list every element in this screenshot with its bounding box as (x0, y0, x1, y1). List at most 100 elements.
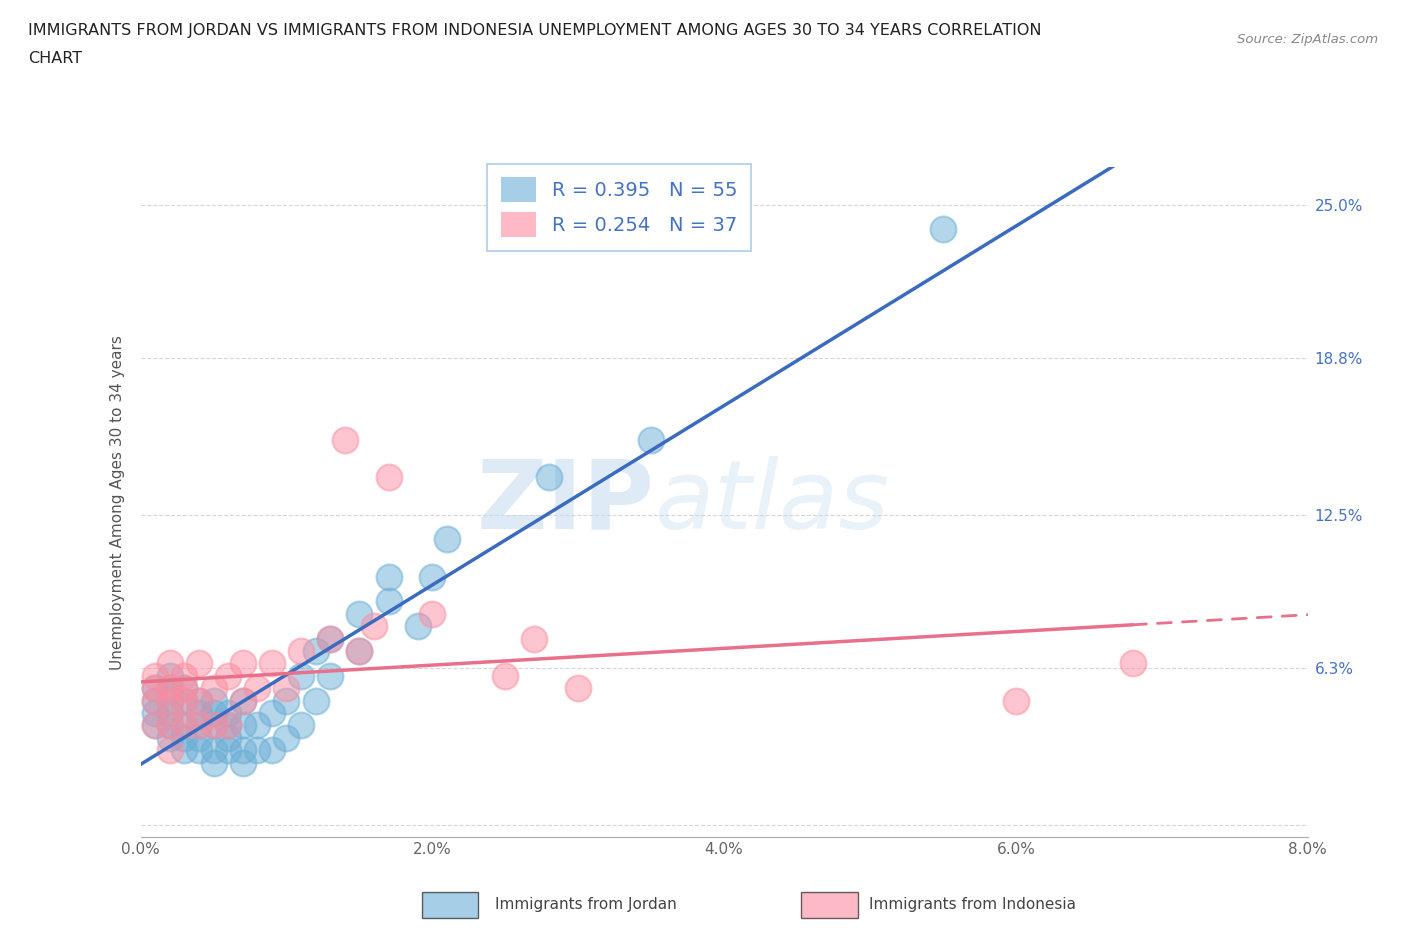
Point (494, 669, 516, 684)
Point (377, 569, 399, 584)
Point (305, 693, 328, 708)
Point (159, 718, 181, 733)
Point (173, 681, 195, 696)
Point (349, 644, 371, 658)
Point (377, 470, 399, 485)
Point (188, 656, 211, 671)
Point (173, 681, 195, 696)
Point (188, 743, 211, 758)
Point (422, 606, 444, 621)
Point (538, 470, 561, 485)
Point (173, 669, 195, 684)
Point (232, 656, 254, 671)
Point (422, 569, 444, 584)
Point (143, 693, 166, 708)
Text: ZIP: ZIP (477, 456, 654, 549)
Point (349, 644, 371, 658)
Point (173, 718, 195, 733)
Point (173, 693, 195, 708)
Point (363, 618, 385, 633)
Point (246, 743, 269, 758)
Point (232, 718, 254, 733)
Point (173, 730, 195, 745)
Point (276, 730, 298, 745)
Point (567, 681, 589, 696)
Point (319, 669, 342, 684)
Point (188, 693, 211, 708)
Point (319, 631, 342, 646)
Point (173, 743, 195, 758)
Point (305, 644, 328, 658)
Point (932, 222, 955, 237)
Point (188, 693, 211, 708)
Point (217, 718, 239, 733)
Point (143, 706, 166, 721)
Point (276, 681, 298, 696)
Point (143, 681, 166, 696)
Point (188, 718, 211, 733)
Text: Immigrants from Jordan: Immigrants from Jordan (495, 897, 676, 912)
Point (290, 669, 312, 684)
Point (202, 718, 225, 733)
Y-axis label: Unemployment Among Ages 30 to 34 years: Unemployment Among Ages 30 to 34 years (110, 335, 125, 670)
Point (436, 532, 458, 547)
Point (143, 669, 166, 684)
Point (143, 718, 166, 733)
Point (202, 693, 225, 708)
Text: atlas: atlas (654, 456, 889, 549)
Point (1122, 656, 1144, 671)
Point (260, 743, 283, 758)
Point (1005, 693, 1028, 708)
Point (188, 730, 211, 745)
Text: Immigrants from Indonesia: Immigrants from Indonesia (869, 897, 1076, 912)
Point (202, 755, 225, 770)
Point (159, 656, 181, 671)
Point (188, 718, 211, 733)
Point (173, 693, 195, 708)
Point (276, 693, 298, 708)
Point (143, 681, 166, 696)
Point (640, 432, 662, 447)
Point (246, 681, 269, 696)
Point (159, 718, 181, 733)
Point (319, 631, 342, 646)
Point (333, 432, 356, 447)
Text: Source: ZipAtlas.com: Source: ZipAtlas.com (1237, 33, 1378, 46)
Point (523, 631, 546, 646)
Legend: R = 0.395   N = 55, R = 0.254   N = 37: R = 0.395 N = 55, R = 0.254 N = 37 (488, 164, 751, 251)
Point (377, 594, 399, 609)
Text: CHART: CHART (28, 51, 82, 66)
Point (406, 618, 429, 633)
Text: IMMIGRANTS FROM JORDAN VS IMMIGRANTS FROM INDONESIA UNEMPLOYMENT AMONG AGES 30 T: IMMIGRANTS FROM JORDAN VS IMMIGRANTS FRO… (28, 23, 1042, 38)
Point (159, 743, 181, 758)
Point (217, 706, 239, 721)
Point (143, 718, 166, 733)
Point (159, 669, 181, 684)
Point (232, 693, 254, 708)
Point (159, 693, 181, 708)
Point (246, 718, 269, 733)
Point (188, 706, 211, 721)
Point (260, 706, 283, 721)
Point (143, 693, 166, 708)
Point (202, 743, 225, 758)
Point (202, 706, 225, 721)
Point (159, 693, 181, 708)
Point (159, 706, 181, 721)
Point (173, 718, 195, 733)
Point (159, 730, 181, 745)
Point (159, 681, 181, 696)
Point (349, 606, 371, 621)
Point (232, 743, 254, 758)
Point (232, 755, 254, 770)
Point (217, 669, 239, 684)
Point (217, 730, 239, 745)
Point (232, 693, 254, 708)
Point (159, 681, 181, 696)
Point (202, 718, 225, 733)
Point (217, 718, 239, 733)
Point (290, 718, 312, 733)
Point (260, 656, 283, 671)
Point (202, 681, 225, 696)
Point (290, 644, 312, 658)
